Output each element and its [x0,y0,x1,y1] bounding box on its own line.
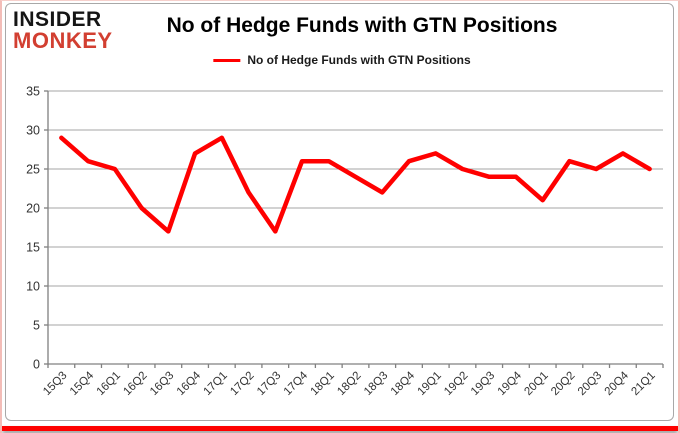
y-tick-label: 20 [26,202,40,216]
x-tick-label: 17Q4 [282,369,311,398]
x-tick-label: 19Q3 [469,370,497,398]
x-tick-label: 17Q3 [255,370,283,398]
x-tick-label: 20Q3 [576,370,604,398]
legend-label: No of Hedge Funds with GTN Positions [247,53,471,67]
x-tick-label: 16Q4 [175,369,204,398]
x-tick-label: 18Q2 [335,370,363,398]
x-tick-label: 15Q3 [41,370,69,398]
logo-text-insider: INSIDER [13,8,102,31]
insider-monkey-logo: INSIDER MONKEY [13,8,113,53]
y-tick-label: 15 [26,241,40,255]
chart-card-border [5,3,674,421]
x-tick-label: 16Q1 [95,370,123,398]
x-tick-label: 19Q4 [496,369,525,398]
y-tick-label: 25 [26,163,40,177]
y-tick-label: 35 [26,85,40,99]
x-tick-label: 16Q3 [148,370,176,398]
x-tick-label: 19Q1 [415,370,443,398]
x-tick-label: 20Q4 [603,369,632,398]
x-tick-label: 21Q1 [629,370,657,398]
x-tick-label: 20Q2 [549,370,577,398]
series-line-gtn [59,135,652,234]
x-tick-label: 16Q2 [121,370,149,398]
logo-text-monkey: MONKEY [13,27,113,53]
bottom-red-rule [2,426,678,431]
x-tick-label: 17Q2 [228,370,256,398]
x-tick-label: 18Q4 [389,369,418,398]
x-tick-label: 15Q4 [68,369,97,398]
x-tick-label: 18Q1 [308,370,336,398]
y-tick-label: 0 [33,358,40,372]
x-tick-label: 20Q1 [522,370,550,398]
chart-title: No of Hedge Funds with GTN Positions [166,14,558,37]
legend-line-swatch [213,58,241,62]
y-tick-label: 30 [26,124,40,138]
y-tick-label: 10 [26,280,40,294]
x-tick-label: 19Q2 [442,370,470,398]
x-tick-label: 18Q3 [362,370,390,398]
chart-legend: No of Hedge Funds with GTN Positions [213,53,471,67]
x-tick-label: 17Q1 [202,370,230,398]
y-tick-label: 5 [33,319,40,333]
